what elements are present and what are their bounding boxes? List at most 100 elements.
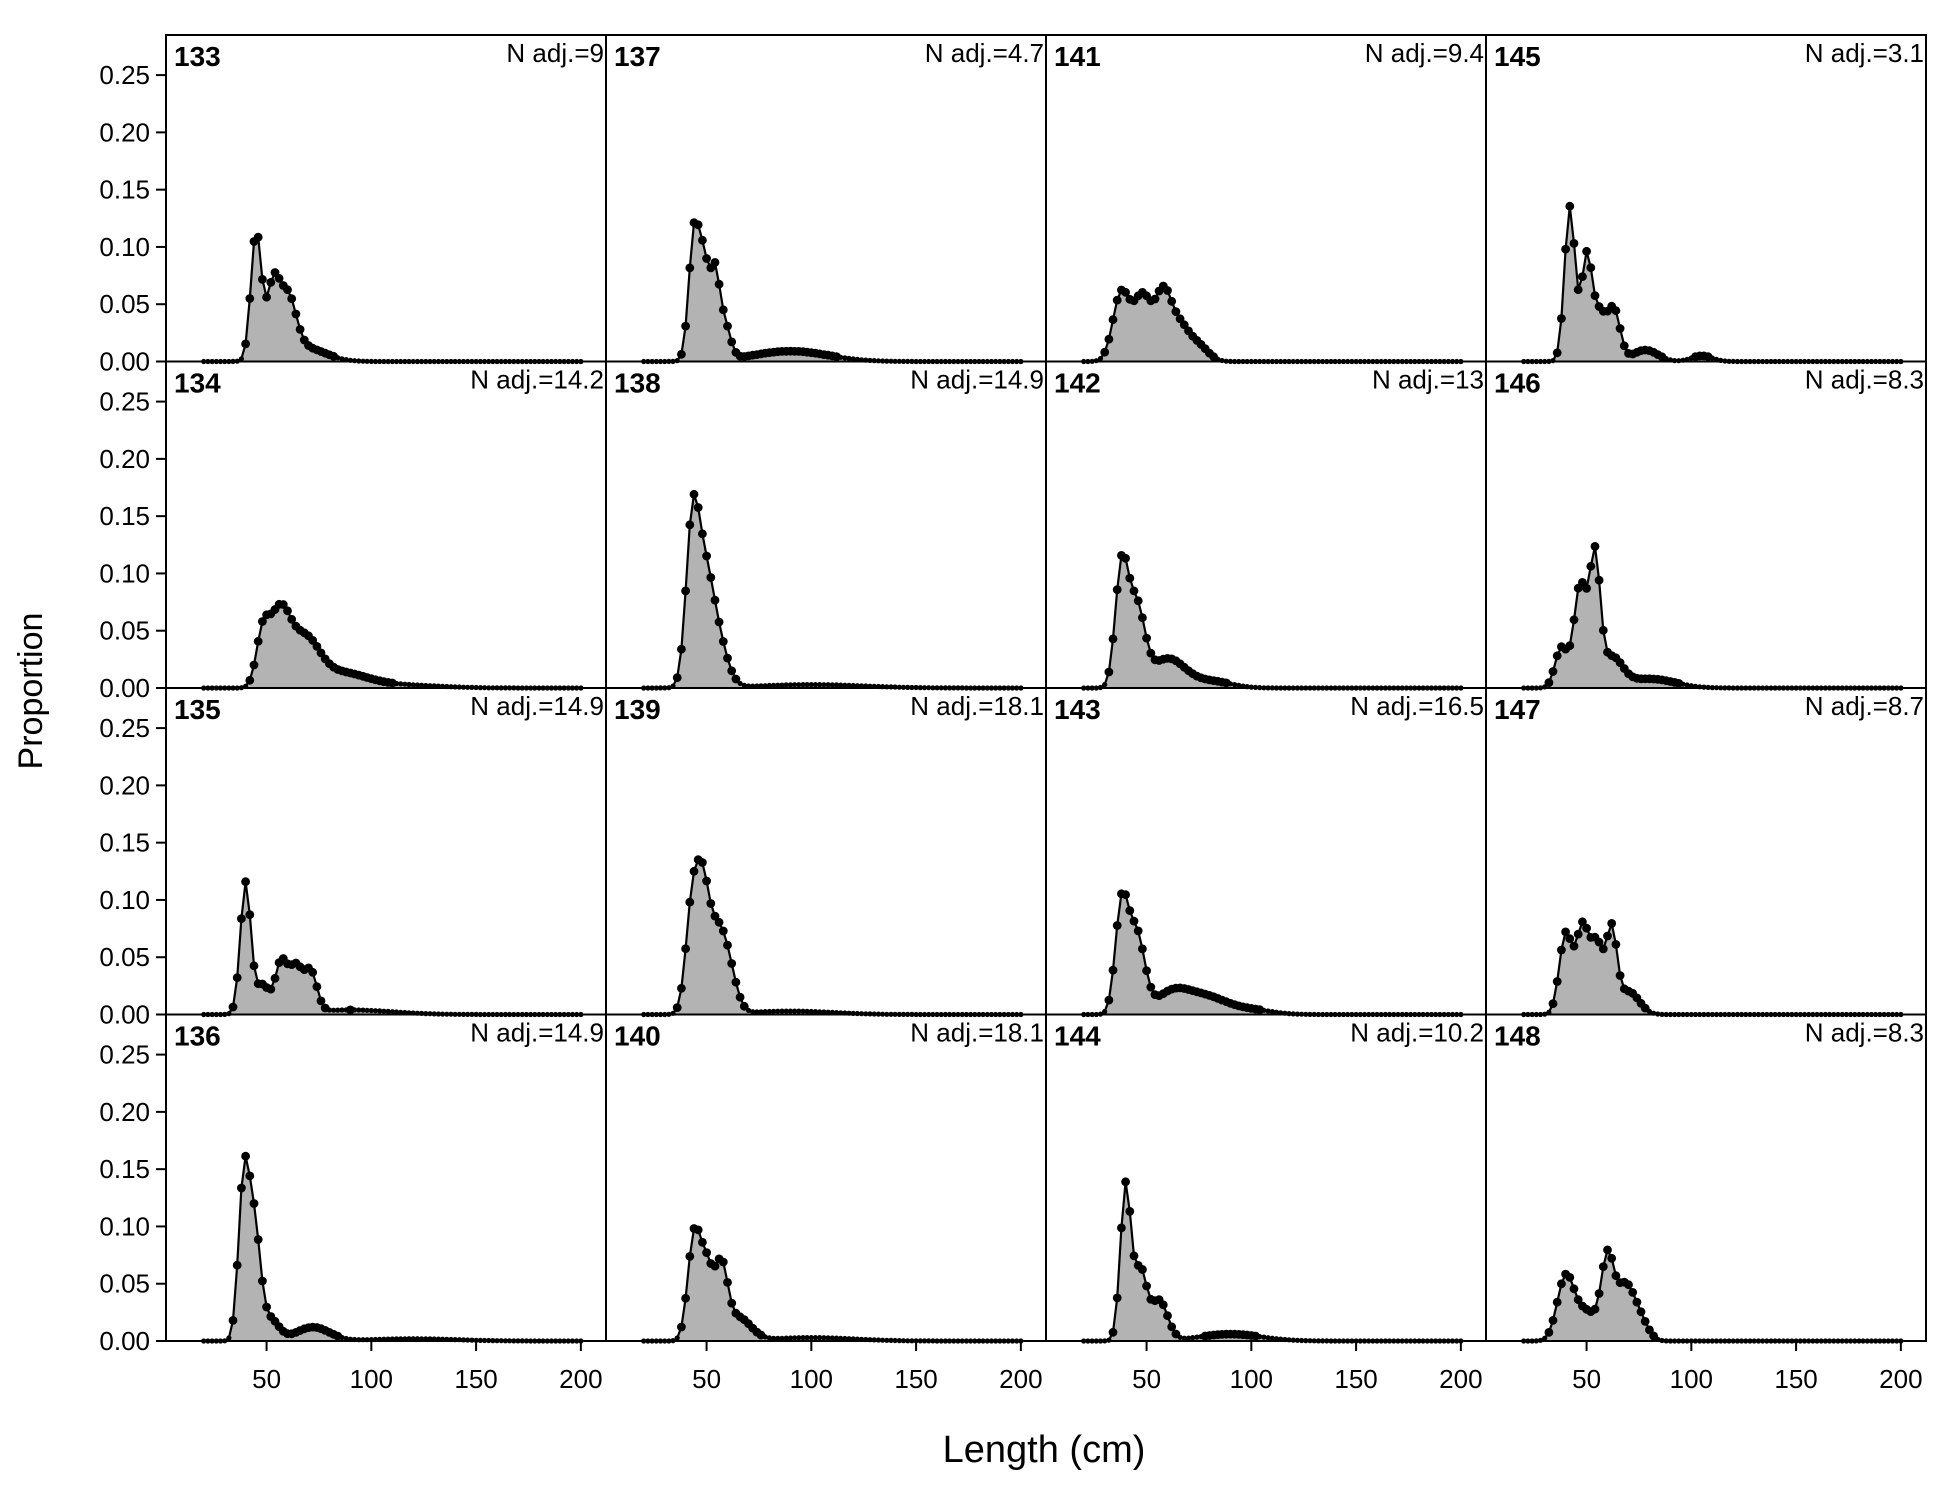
data-point [1185, 1335, 1192, 1341]
data-point [681, 944, 690, 954]
data-point [232, 1260, 242, 1270]
data-point [1171, 307, 1181, 316]
data-point [1557, 314, 1566, 323]
data-point [1269, 1009, 1275, 1015]
data-point [723, 321, 732, 331]
data-point [1112, 921, 1122, 930]
data-point [710, 1261, 720, 1271]
y-tick-label: 0.20 [99, 117, 150, 147]
data-point [1611, 1271, 1621, 1281]
panel-140: 140 N adj.=18.1 [605, 1013, 1047, 1344]
data-point [833, 682, 840, 688]
panel-id-label: 136 [174, 1021, 221, 1052]
panel-142: 142 N adj.=13 [1045, 360, 1487, 691]
data-point [1129, 1251, 1139, 1261]
data-point [414, 682, 420, 688]
data-point [1100, 347, 1110, 357]
data-point [693, 220, 703, 230]
y-tick-label: 0.00 [99, 673, 150, 703]
panel-frame [1485, 687, 1927, 1016]
data-point [812, 1009, 819, 1015]
y-tick-label: 0.15 [99, 828, 150, 858]
data-point [1565, 641, 1575, 651]
data-point [393, 1009, 400, 1015]
panel-137: 137 N adj.=4.7 [605, 34, 1047, 365]
n-adj-label: N adj.=14.9 [910, 365, 1044, 395]
data-point [787, 1008, 794, 1014]
data-point [723, 1278, 732, 1287]
data-point [1181, 1335, 1187, 1341]
data-point [237, 1183, 246, 1193]
data-point [674, 1335, 680, 1341]
data-point [343, 1335, 349, 1342]
data-point [833, 1335, 840, 1341]
data-point [677, 983, 686, 993]
data-point [1104, 334, 1114, 344]
data-point [1565, 201, 1575, 211]
data-point [1607, 919, 1617, 928]
data-point [766, 682, 773, 689]
data-point [1117, 1223, 1126, 1233]
data-point [1133, 596, 1143, 606]
panel-id-label: 139 [614, 694, 661, 725]
data-point [842, 355, 848, 361]
y-tick-label: 0.15 [99, 175, 150, 205]
n-adj-label: N adj.=13 [1372, 365, 1484, 395]
x-tick-label: 150 [894, 1364, 937, 1394]
panel-frame [1485, 1013, 1927, 1342]
data-point [710, 911, 720, 921]
data-point [1578, 272, 1587, 281]
data-point [1194, 1334, 1200, 1340]
data-point [706, 899, 716, 908]
n-adj-label: N adj.=9.4 [1365, 38, 1484, 68]
x-tick-label: 150 [1334, 1364, 1377, 1394]
data-point [779, 1335, 785, 1341]
data-point [1636, 1307, 1646, 1317]
data-point [698, 1237, 707, 1247]
data-point [287, 294, 297, 304]
data-point [800, 1335, 806, 1341]
data-point [718, 1257, 728, 1267]
data-point [356, 1007, 362, 1013]
y-tick-label: 0.05 [99, 942, 150, 972]
data-point [1265, 1335, 1271, 1341]
data-point [1121, 890, 1130, 900]
data-point [419, 682, 425, 688]
data-point [1586, 263, 1596, 273]
data-point [731, 977, 741, 987]
data-point [295, 325, 305, 334]
panel-143: 143 N adj.=16.5 [1045, 687, 1487, 1018]
data-point [812, 682, 819, 688]
data-point [402, 681, 408, 687]
data-point [253, 636, 263, 646]
data-point [758, 1009, 764, 1015]
data-point [258, 275, 267, 284]
data-point [278, 600, 288, 609]
data-point [808, 1335, 814, 1341]
data-point [1578, 917, 1587, 927]
data-point [731, 674, 741, 684]
panel-144: 144 N adj.=10.2 [1045, 1013, 1487, 1344]
data-point [398, 681, 404, 687]
data-point [685, 520, 695, 530]
y-tick-label: 0.10 [99, 885, 150, 915]
area-fill [203, 881, 581, 1015]
data-point [238, 356, 244, 362]
data-point [685, 263, 695, 273]
data-point [1603, 931, 1612, 941]
data-point [1569, 239, 1579, 248]
data-point [1261, 1334, 1267, 1340]
panel-147: 147 N adj.=8.7 [1485, 687, 1927, 1018]
data-point [1232, 682, 1238, 688]
data-point [1163, 286, 1172, 295]
data-point [270, 973, 280, 983]
data-point [779, 682, 785, 688]
data-point [677, 1322, 686, 1332]
data-point [698, 235, 707, 245]
y-tick-label: 0.20 [99, 770, 150, 800]
data-point [804, 1335, 810, 1341]
data-point [689, 489, 699, 499]
data-point [702, 1248, 711, 1257]
data-point [1598, 1262, 1608, 1271]
data-point [1628, 1288, 1638, 1297]
